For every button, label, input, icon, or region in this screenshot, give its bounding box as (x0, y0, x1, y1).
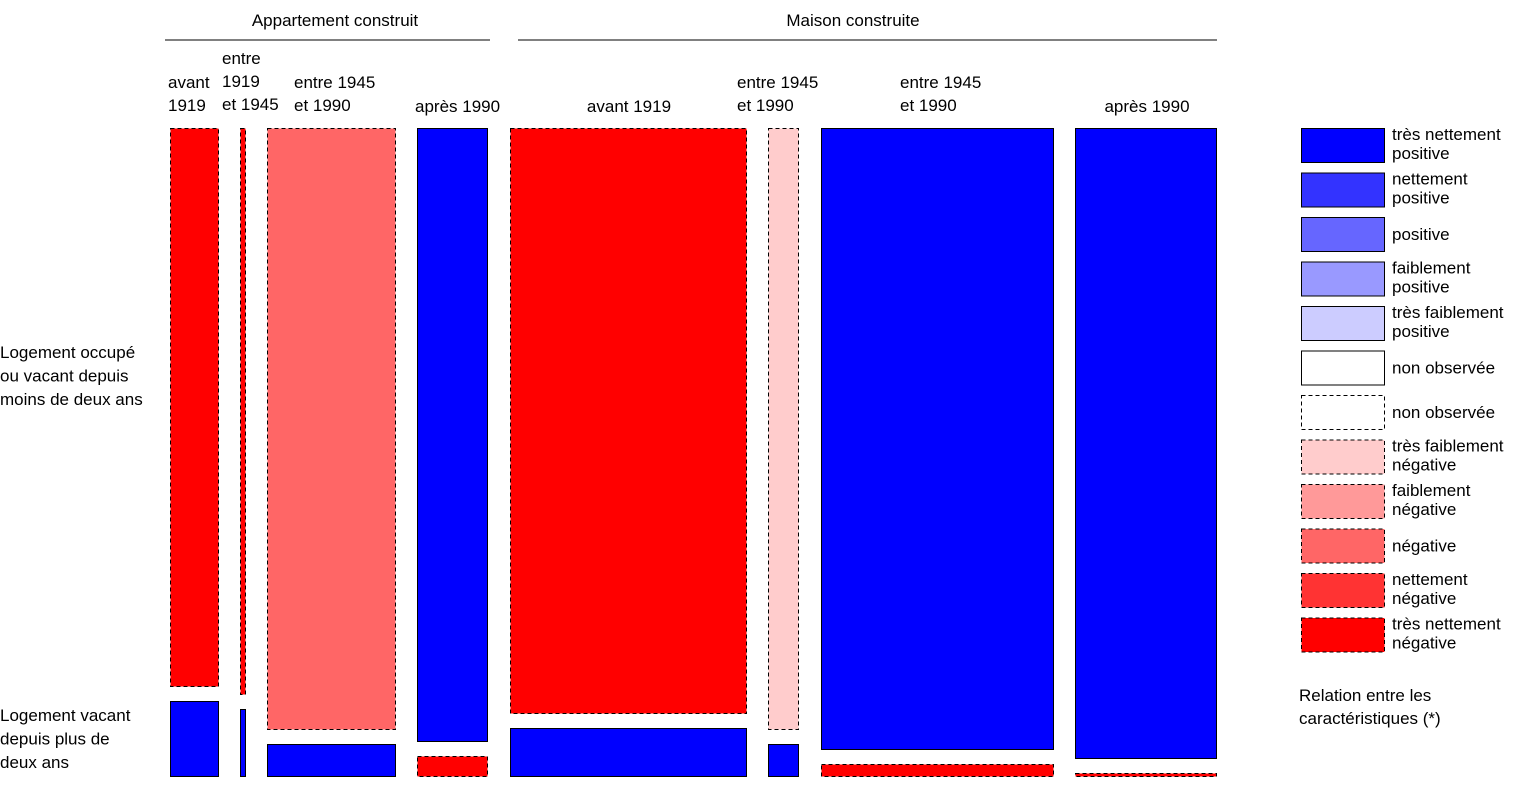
row-label: Logement occupé ou vacant depuis moins de … (0, 343, 143, 409)
legend-swatch (1301, 395, 1385, 430)
legend-label: très faiblement positive (1392, 303, 1504, 341)
legend-swatch (1301, 217, 1385, 252)
group-label: Maison construite (786, 11, 919, 30)
legend-swatch (1301, 439, 1385, 475)
mosaic-cell-top (768, 128, 799, 730)
mosaic-cell-top (240, 128, 246, 695)
mosaic-cell-bottom (170, 701, 219, 777)
mosaic-cell-top (267, 128, 396, 730)
legend-label: faiblement négative (1392, 481, 1471, 519)
legend-label: nettement négative (1392, 570, 1468, 608)
legend-swatch (1301, 172, 1385, 208)
mosaic-cell-bottom (240, 709, 246, 777)
legend-swatch (1301, 484, 1385, 519)
mosaic-plot: Appartement construit Maison construite (165, 11, 1217, 777)
legend-label: faiblement positive (1392, 259, 1471, 297)
period-label: avant 1919 (168, 73, 210, 115)
legend-label: non observée (1392, 359, 1495, 378)
legend-label: très faiblement négative (1392, 437, 1504, 475)
mosaic-cell-top (170, 128, 219, 687)
period-label: entre 1945 et 1990 (900, 73, 981, 115)
mosaic-cell-top (510, 128, 747, 714)
mosaic-cell-bottom (768, 744, 799, 777)
mosaic-cell-top (821, 128, 1054, 750)
period-label: après 1990 (415, 97, 500, 116)
legend-caption: Relation entre les caractéristiques (*) (1299, 686, 1441, 728)
period-label: entre 1945 et 1990 (737, 73, 818, 115)
legend-label: positive (1392, 225, 1450, 244)
period-label: entre 1945 et 1990 (294, 73, 375, 115)
legend-label: non observée (1392, 403, 1495, 422)
legend-swatch (1301, 573, 1385, 608)
group-label: Appartement construit (252, 11, 419, 30)
period-label: entre 1919 et 1945 (222, 49, 279, 114)
period-label: après 1990 (1104, 97, 1189, 116)
legend-label: nettement positive (1392, 170, 1468, 208)
mosaic-cell-top (417, 128, 488, 742)
legend-swatch (1301, 617, 1385, 653)
legend-swatch (1301, 528, 1385, 564)
legend-label: très nettement positive (1392, 125, 1501, 163)
legend-label: négative (1392, 537, 1456, 556)
legend (1301, 128, 1385, 653)
mosaic-cell-bottom (510, 728, 747, 777)
mosaic-cell-bottom (417, 756, 488, 777)
mosaic-cell-bottom (1075, 773, 1217, 777)
legend-swatch (1301, 128, 1385, 163)
legend-swatch (1301, 261, 1385, 297)
period-label: avant 1919 (587, 97, 671, 116)
legend-swatch (1301, 306, 1385, 341)
legend-label: très nettement négative (1392, 615, 1501, 653)
row-label: Logement vacant depuis plus de deux ans (0, 706, 131, 772)
mosaic-cell-bottom (267, 744, 396, 777)
legend-swatch (1301, 350, 1385, 386)
mosaic-cell-top (1075, 128, 1217, 759)
mosaic-cell-bottom (821, 764, 1054, 777)
